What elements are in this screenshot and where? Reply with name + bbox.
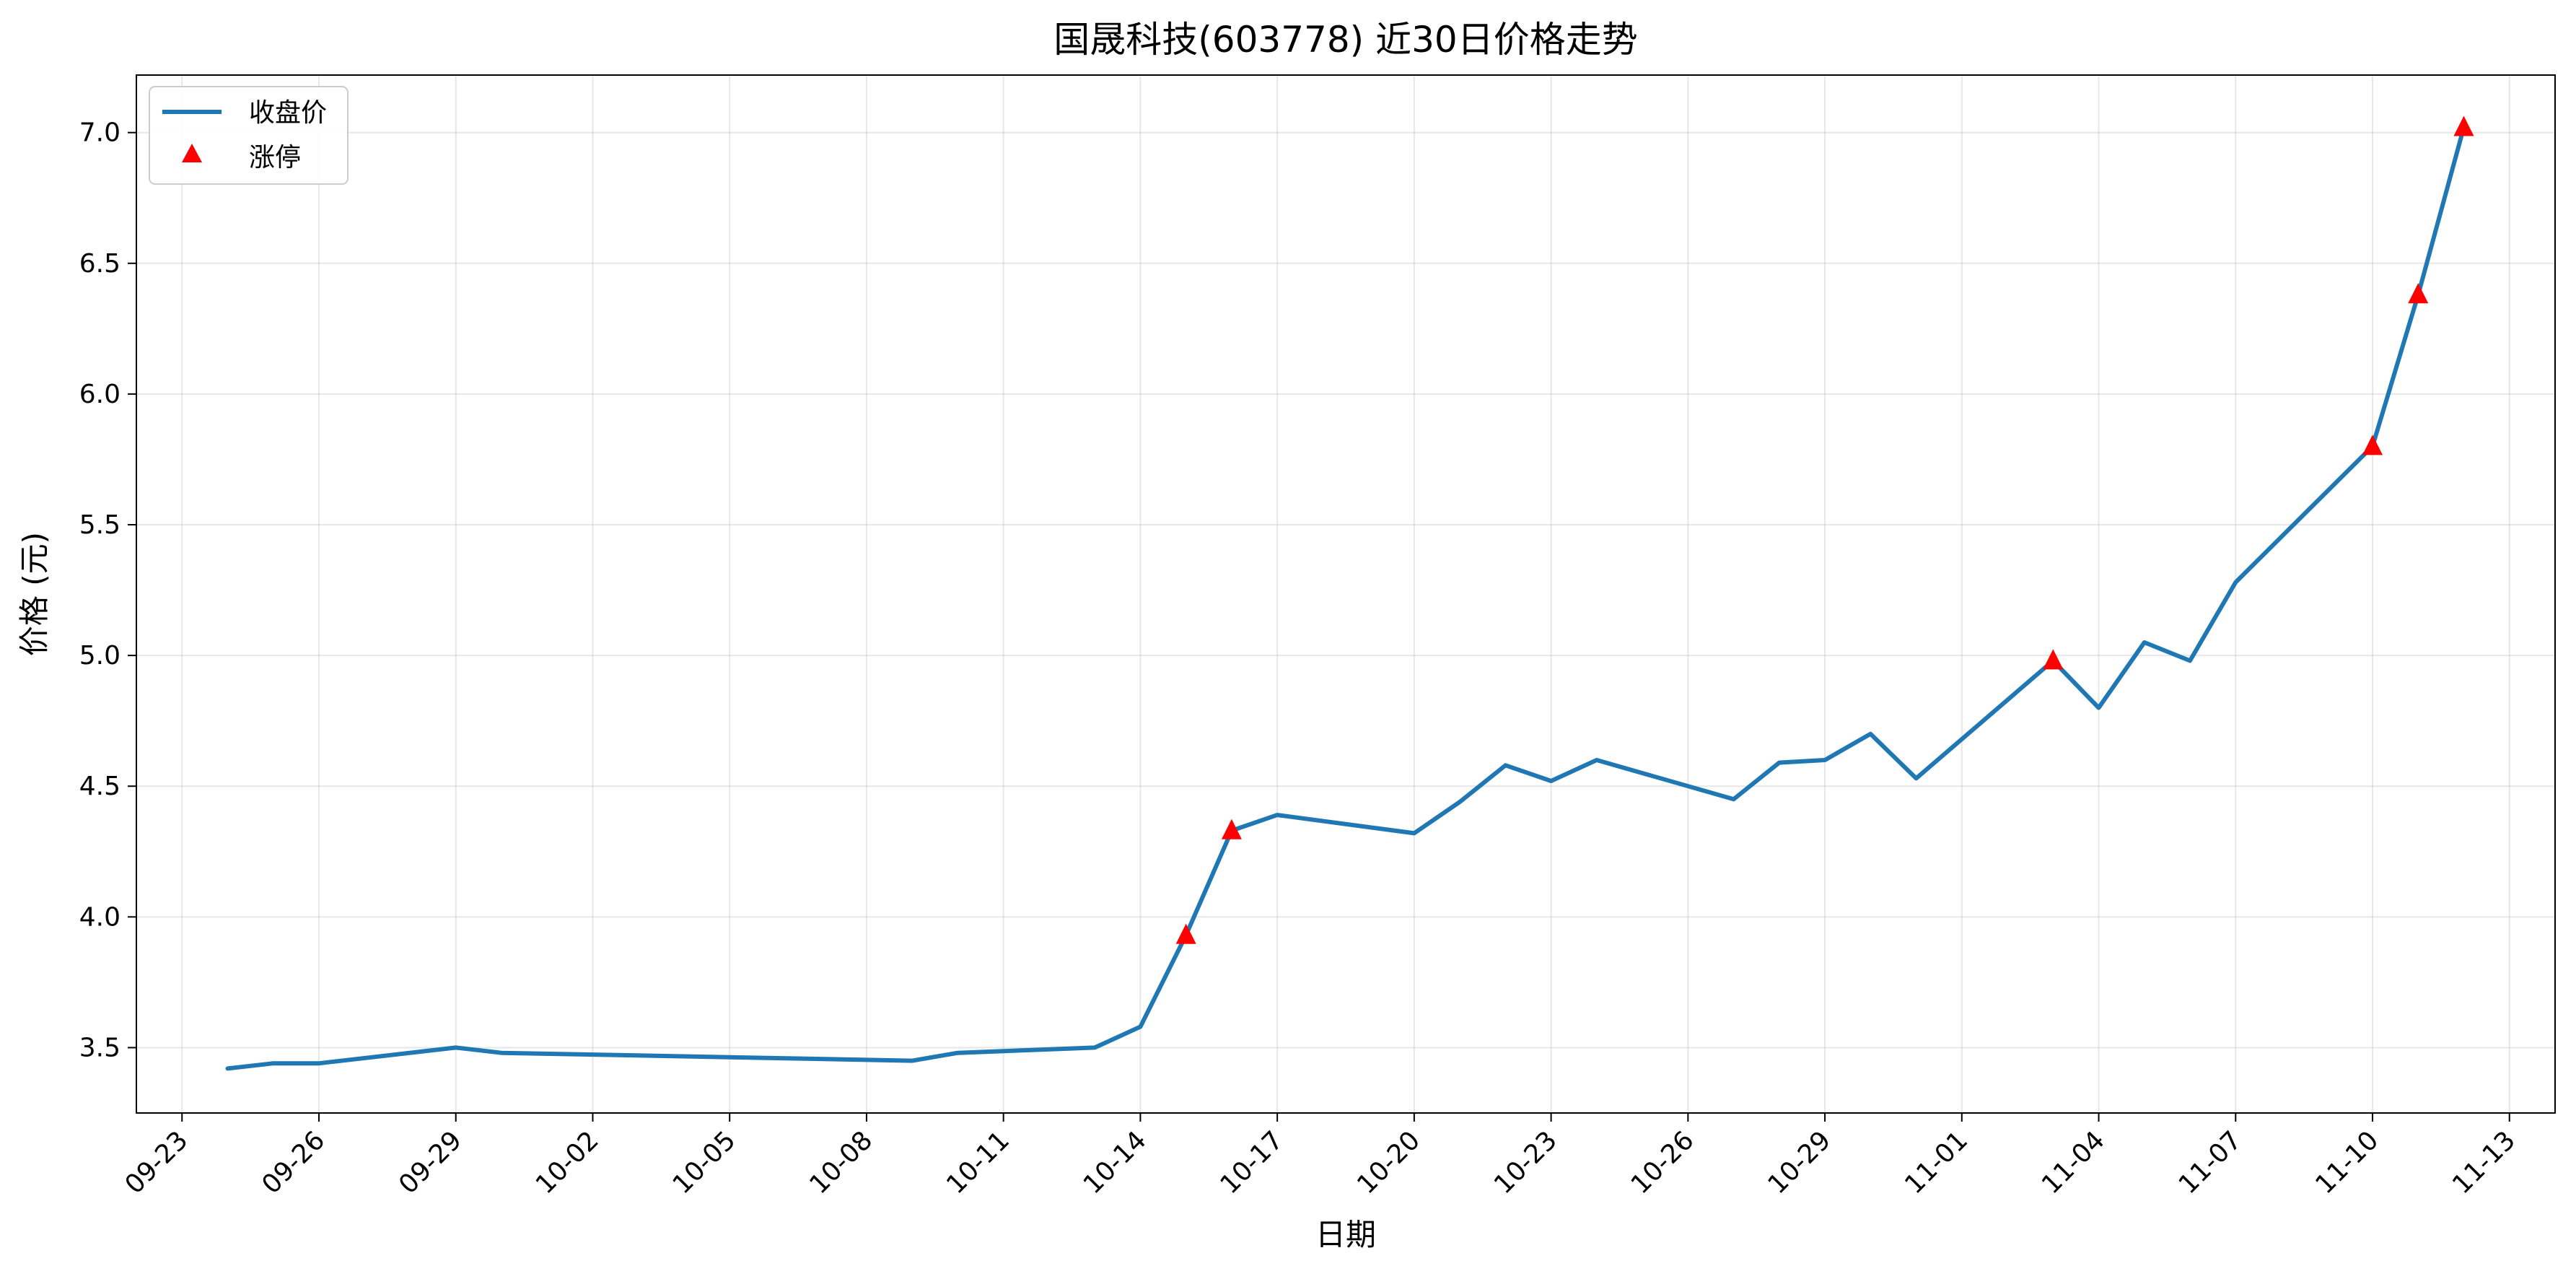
y-axis-label: 价格 (元) [17, 532, 52, 656]
legend-label-close: 收盘价 [249, 98, 327, 128]
x-axis-label: 日期 [1315, 1217, 1376, 1252]
legend-label-limit-up: 涨停 [249, 143, 301, 173]
legend: 收盘价 涨停 [149, 87, 348, 184]
y-tick-label: 5.0 [79, 641, 121, 671]
chart-title: 国晟科技(603778) 近30日价格走势 [1053, 19, 1637, 61]
y-tick-label: 5.5 [79, 510, 121, 540]
y-tick-label: 4.0 [79, 902, 121, 932]
y-tick-label: 6.0 [79, 380, 121, 409]
y-tick-label: 7.0 [79, 118, 121, 148]
y-tick-label: 6.5 [79, 249, 121, 279]
y-tick-label: 3.5 [79, 1033, 121, 1062]
y-tick-label: 4.5 [79, 772, 121, 801]
